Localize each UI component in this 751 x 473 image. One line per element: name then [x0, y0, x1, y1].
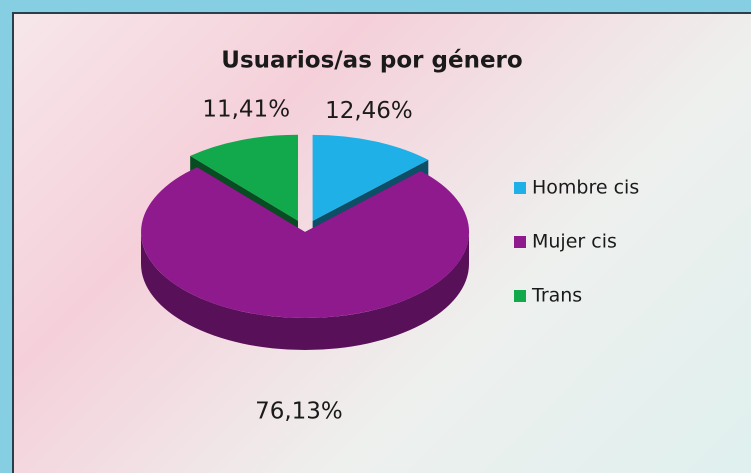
data-label: 76,13%: [255, 398, 343, 424]
data-label: 11,41%: [202, 97, 290, 123]
chart-title: Usuarios/as por género: [221, 48, 522, 74]
data-label: 12,46%: [325, 98, 413, 124]
legend-label: Mujer cis: [532, 231, 617, 253]
legend-label: Trans: [531, 285, 582, 307]
legend-swatch: [514, 182, 526, 194]
legend-swatch: [514, 236, 526, 248]
legend-swatch: [514, 290, 526, 302]
legend-label: Hombre cis: [532, 177, 639, 199]
